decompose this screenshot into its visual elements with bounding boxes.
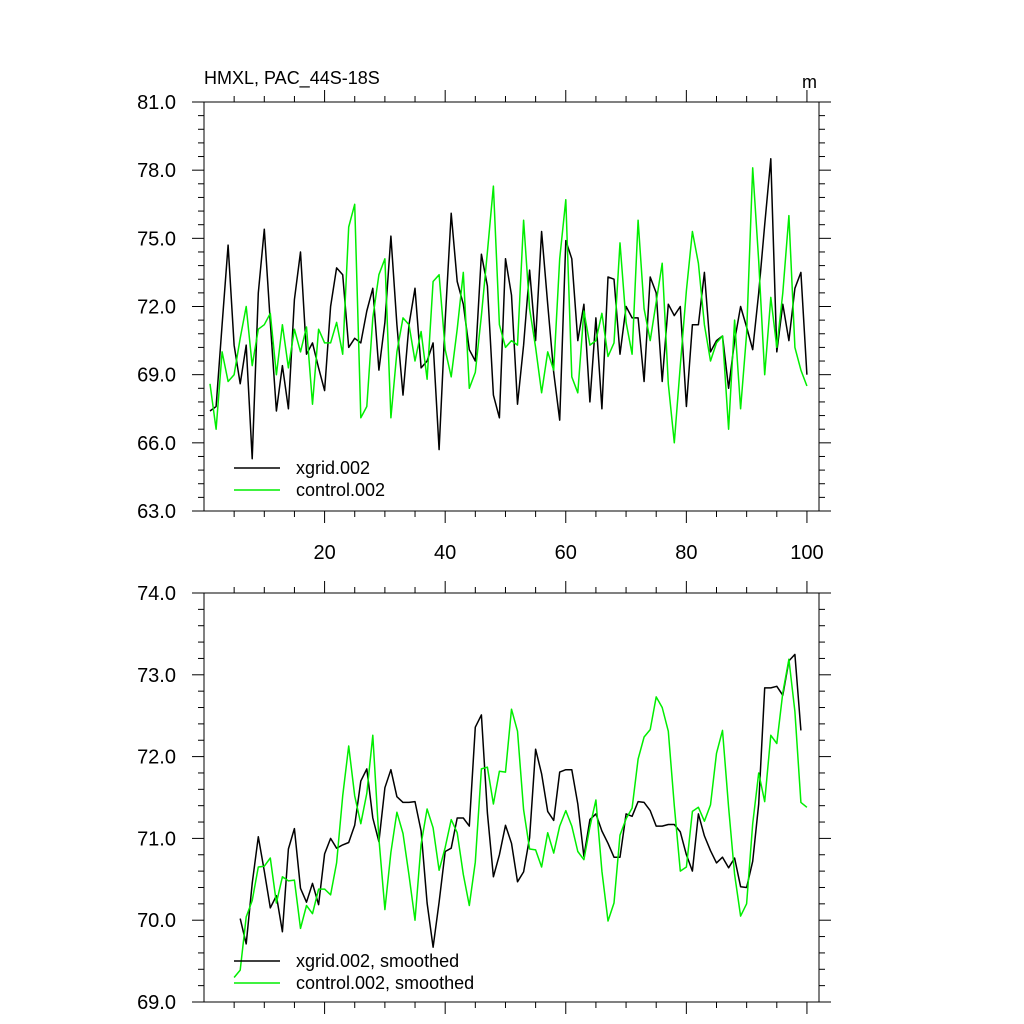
bottom-panel: 69.0 70.0 71.0 72.0 73.0 74.0 xgrid.002, smoot… [137, 581, 831, 1014]
y-tick-label: 66.0 [137, 433, 176, 455]
x-tick-label: 60 [555, 542, 577, 564]
y-tick-label: 81.0 [137, 92, 176, 114]
x-tick-label: 20 [313, 542, 335, 564]
y-tick-label: 69.0 [137, 365, 176, 387]
y-tick-label: 74.0 [137, 583, 176, 605]
series-line-xgrid-002-smoothed [239, 653, 802, 948]
units-label: m [802, 72, 817, 92]
legend-entry: control.002 [296, 480, 385, 500]
legend-entry: xgrid.002, smoothed [296, 951, 459, 971]
series-line-xgrid-002 [209, 158, 808, 460]
y-tick-label: 69.0 [137, 992, 176, 1014]
legend-entry: control.002, smoothed [296, 973, 474, 993]
series-line-control-002 [209, 167, 808, 444]
y-tick-label: 70.0 [137, 910, 176, 932]
y-tick-label: 75.0 [137, 228, 176, 250]
y-tick-label: 63.0 [137, 501, 176, 523]
top-panel: HMXL, PAC_44S-18S m 63.0 66.0 69.0 72.0 75.0 78… [137, 68, 831, 564]
legend-entry: xgrid.002 [296, 458, 370, 478]
y-tick-label: 73.0 [137, 665, 176, 687]
chart-title: HMXL, PAC_44S-18S [204, 68, 380, 89]
series-line-control-002-smoothed [233, 658, 808, 978]
x-tick-label: 80 [675, 542, 697, 564]
y-tick-label: 71.0 [137, 828, 176, 850]
plot-frame [203, 592, 820, 1003]
x-tick-label: 40 [434, 542, 456, 564]
x-tick-label: 100 [790, 542, 823, 564]
y-tick-label: 72.0 [137, 297, 176, 319]
y-tick-label: 78.0 [137, 160, 176, 182]
y-tick-label: 72.0 [137, 747, 176, 769]
